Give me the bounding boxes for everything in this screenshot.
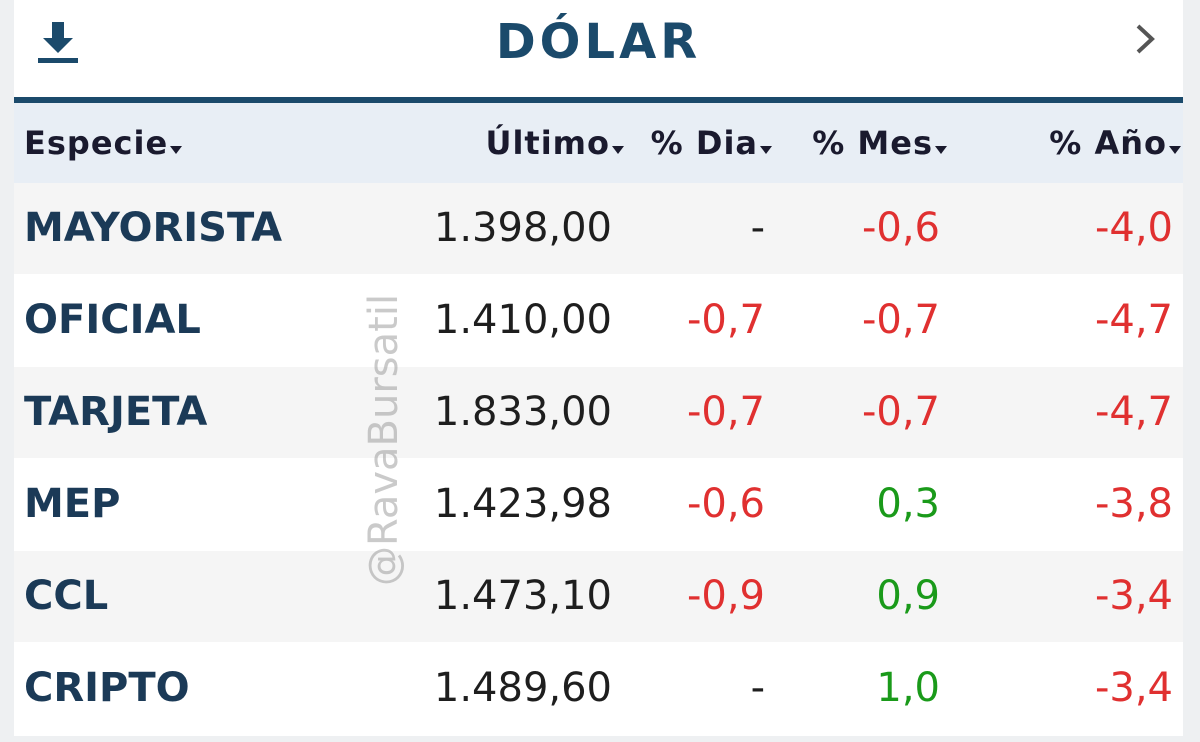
column-header[interactable]: Especie	[24, 103, 184, 183]
value-cell: -0,6	[686, 481, 765, 527]
value-cell: 1.489,60	[433, 665, 612, 711]
instrument-name: CCL	[24, 573, 109, 619]
value-cell: -4,0	[1094, 205, 1173, 251]
title-rule	[14, 97, 1183, 103]
value-cell: -0,6	[861, 205, 940, 251]
table-row: MEP 1.423,98 -0,6 0,3 -3,8	[14, 459, 1183, 550]
value-cell: -0,7	[686, 389, 765, 435]
value-cell: -3,4	[1094, 573, 1173, 619]
value-cell: -3,8	[1094, 481, 1173, 527]
next-arrow[interactable]	[1132, 22, 1158, 56]
dollar-widget: DÓLAR Especie Último % Dia % Mes % Año MAYOR…	[14, 0, 1183, 736]
column-header[interactable]: Último	[485, 103, 626, 183]
value-cell: 1.473,10	[433, 573, 612, 619]
value-cell: -0,7	[861, 297, 940, 343]
value-cell: -3,4	[1094, 665, 1173, 711]
table-row: TARJETA 1.833,00 -0,7 -0,7 -4,7	[14, 367, 1183, 458]
value-cell: -0,7	[686, 297, 765, 343]
column-header[interactable]: % Mes	[812, 103, 949, 183]
table-row: MAYORISTA 1.398,00 - -0,6 -4,0	[14, 183, 1183, 274]
instrument-name: MAYORISTA	[24, 205, 283, 251]
column-header[interactable]: % Dia	[651, 103, 774, 183]
value-cell: -0,7	[861, 389, 940, 435]
instrument-name: MEP	[24, 481, 121, 527]
widget-title: DÓLAR	[495, 14, 702, 70]
instrument-name: TARJETA	[24, 389, 208, 435]
table-row: CRIPTO 1.489,60 - 1,0 -3,4	[14, 643, 1183, 734]
value-cell: -	[750, 665, 765, 711]
value-cell: 1,0	[876, 665, 940, 711]
table-row: OFICIAL 1.410,00 -0,7 -0,7 -4,7	[14, 275, 1183, 366]
instrument-name: CRIPTO	[24, 665, 190, 711]
value-cell: -4,7	[1094, 297, 1173, 343]
watermark: @RavaBursatil	[361, 293, 407, 587]
value-cell: 1.423,98	[433, 481, 612, 527]
column-header[interactable]: % Año	[1049, 103, 1183, 183]
table-row: CCL 1.473,10 -0,9 0,9 -3,4	[14, 551, 1183, 642]
value-cell: -	[750, 205, 765, 251]
value-cell: 1.398,00	[433, 205, 612, 251]
instrument-name: OFICIAL	[24, 297, 201, 343]
table-header: Especie Último % Dia % Mes % Año	[14, 103, 1183, 183]
value-cell: 0,9	[876, 573, 940, 619]
value-cell: -0,9	[686, 573, 765, 619]
value-cell: 0,3	[876, 481, 940, 527]
value-cell: 1.833,00	[433, 389, 612, 435]
value-cell: -4,7	[1094, 389, 1173, 435]
value-cell: 1.410,00	[433, 297, 612, 343]
download-icon[interactable]	[36, 20, 80, 66]
